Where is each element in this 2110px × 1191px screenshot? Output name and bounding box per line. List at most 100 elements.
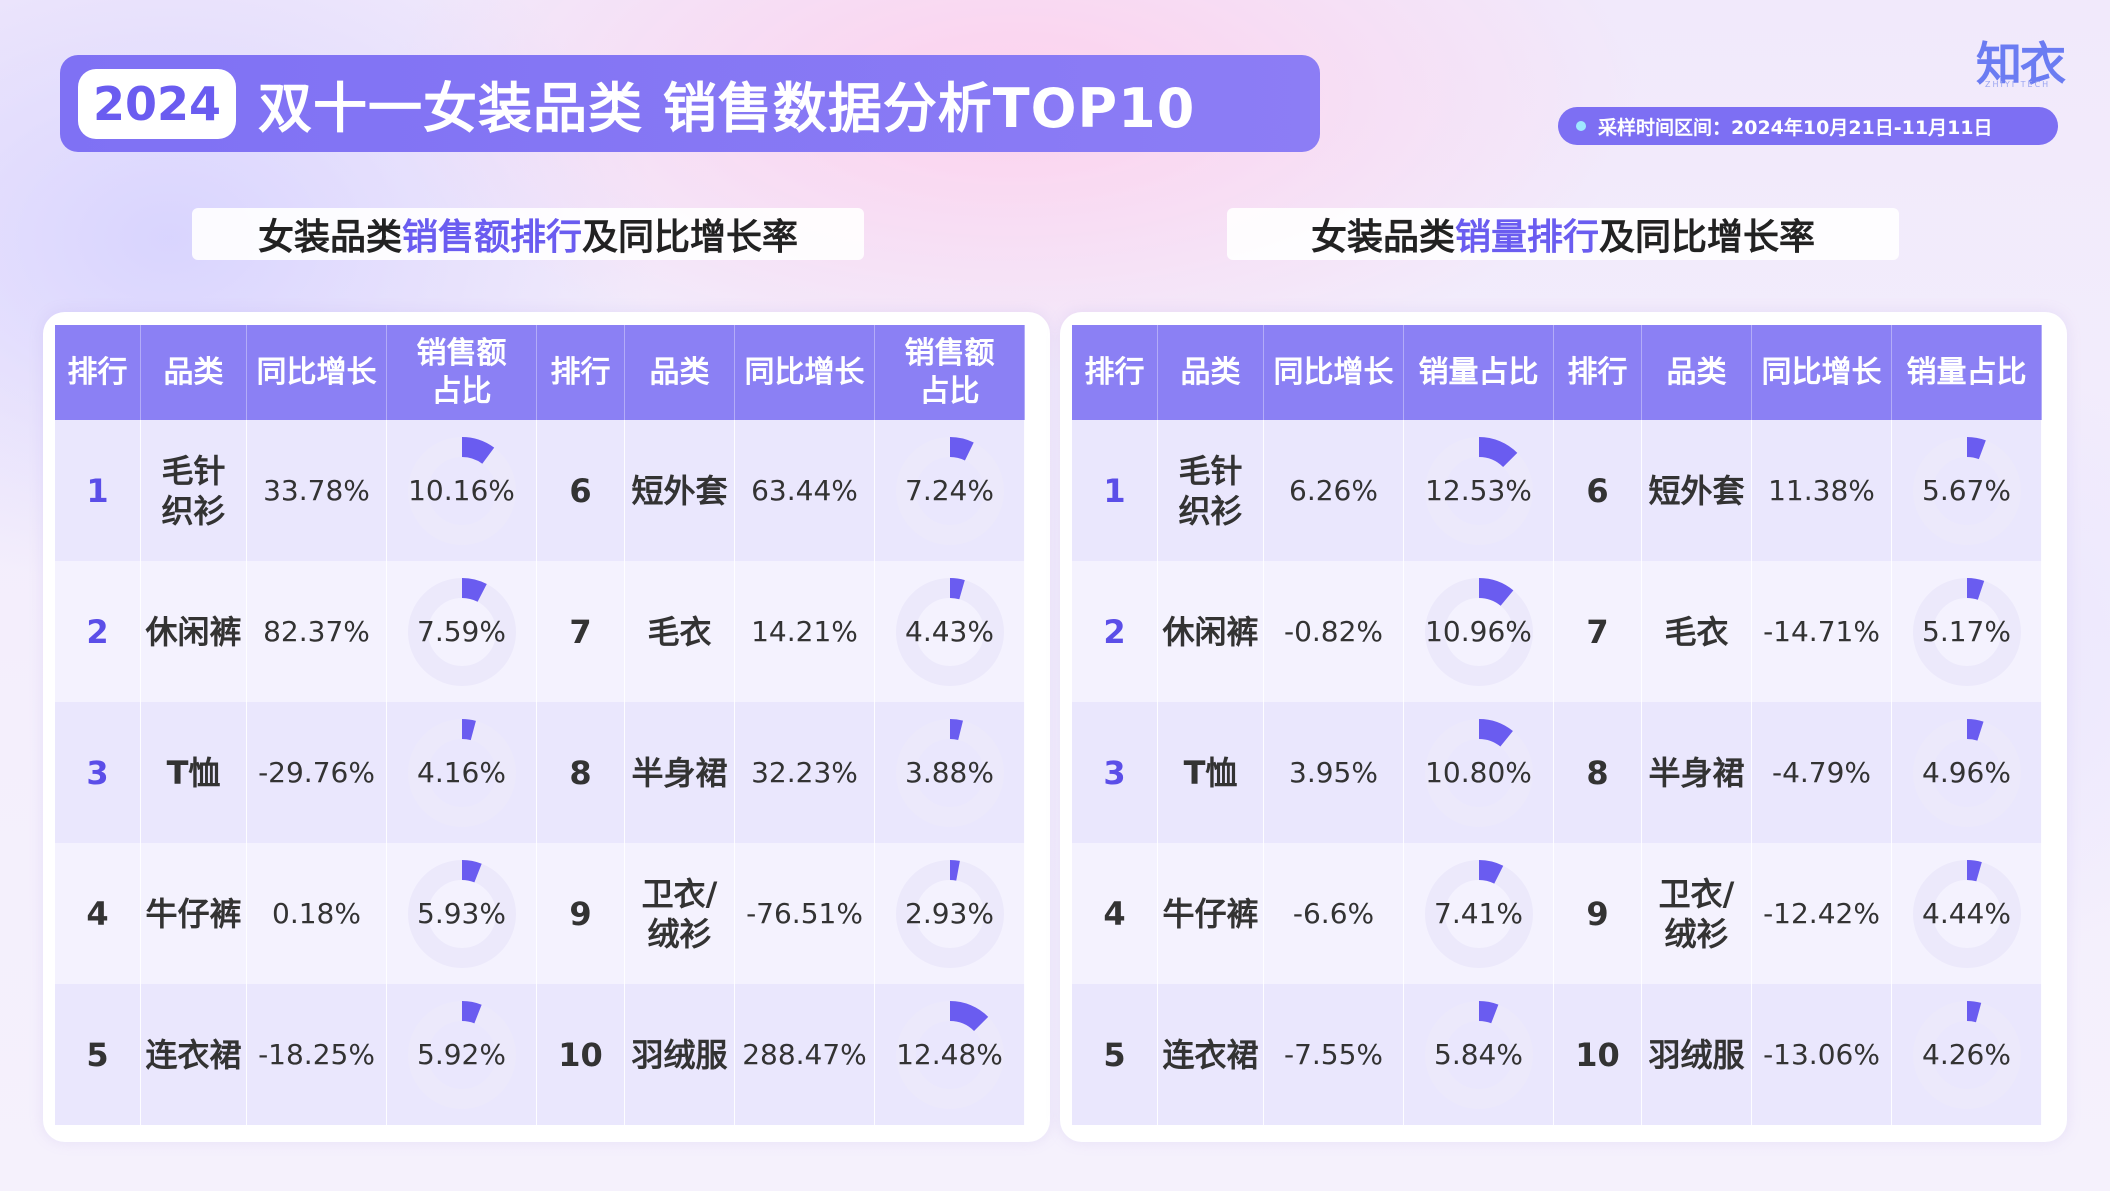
category-name: 短外套: [631, 471, 728, 510]
share-donut-segment: [1424, 1000, 1533, 1109]
column-header: 销售额 占比: [387, 325, 537, 420]
right-section-title: 女装品类 销量排行 及同比增长率: [1227, 208, 1899, 260]
share-donut-segment: [407, 577, 516, 686]
sample-period-badge: 采样时间区间：2024年10月21日-11月11日: [1558, 107, 2058, 145]
category-cell: 短外套: [625, 420, 735, 561]
rank-cell: 10: [537, 984, 625, 1125]
growth-cell: -76.51%: [735, 843, 875, 984]
column-header: 品类: [141, 325, 247, 420]
share-value: 12.48%: [896, 1038, 1003, 1071]
category-cell: 休闲裤: [1158, 561, 1264, 702]
share-cell: 4.44%: [1892, 843, 2042, 984]
share-value: 5.17%: [1922, 615, 2011, 648]
share-value: 4.96%: [1922, 756, 2011, 789]
share-cell: 5.67%: [1892, 420, 2042, 561]
category-cell: 短外套: [1642, 420, 1752, 561]
rank-cell: 6: [1554, 420, 1642, 561]
share-cell: 7.41%: [1404, 843, 1554, 984]
growth-cell: -14.71%: [1752, 561, 1892, 702]
rank-number: 10: [1575, 1035, 1620, 1074]
share-cell: 7.59%: [387, 561, 537, 702]
growth-cell: 63.44%: [735, 420, 875, 561]
rank-number: 5: [86, 1035, 109, 1074]
share-donut-segment: [895, 859, 1004, 968]
share-value: 5.92%: [417, 1038, 506, 1071]
growth-cell: 32.23%: [735, 702, 875, 843]
share-value: 4.16%: [417, 756, 506, 789]
yoy-growth-value: -29.76%: [258, 756, 375, 789]
share-donut-segment: [1912, 718, 2021, 827]
category-name: 短外套: [1648, 471, 1745, 510]
share-donut: [407, 718, 516, 827]
yoy-growth-value: 63.44%: [751, 474, 858, 507]
yoy-growth-value: -76.51%: [746, 897, 863, 930]
share-cell: 5.17%: [1892, 561, 2042, 702]
category-cell: 半身裙: [1642, 702, 1752, 843]
rank-cell: 1: [55, 420, 141, 561]
category-name: 卫衣/ 绒衫: [1658, 874, 1735, 953]
category-name: 毛衣: [1664, 612, 1729, 651]
share-donut-segment: [1424, 859, 1533, 968]
rank-number: 6: [569, 471, 592, 510]
brand-logo: 知衣: [1976, 37, 2066, 91]
column-header: 品类: [1158, 325, 1264, 420]
category-name: 半身裙: [1648, 753, 1745, 792]
yoy-growth-value: -7.55%: [1283, 1038, 1384, 1071]
share-donut: [1424, 718, 1533, 827]
rank-cell: 7: [537, 561, 625, 702]
rank-cell: 6: [537, 420, 625, 561]
share-donut-segment: [1424, 718, 1533, 827]
year-badge: 2024: [78, 68, 236, 139]
share-donut-segment: [1912, 577, 2021, 686]
yoy-growth-value: 0.18%: [272, 897, 361, 930]
rank-number: 7: [1586, 612, 1609, 651]
rank-number: 2: [86, 612, 109, 651]
right-title-pre: 女装品类: [1310, 217, 1455, 258]
share-value: 7.59%: [417, 615, 506, 648]
sample-period-label: 采样时间区间：2024年10月21日-11月11日: [1598, 116, 1993, 139]
growth-cell: -4.79%: [1752, 702, 1892, 843]
column-header: 排行: [1554, 325, 1642, 420]
category-name: T恤: [1183, 753, 1238, 792]
category-cell: 牛仔裤: [1158, 843, 1264, 984]
column-header: 销量占比: [1404, 325, 1554, 420]
category-cell: 毛衣: [625, 561, 735, 702]
share-cell: 2.93%: [875, 843, 1025, 984]
share-donut: [895, 718, 1004, 827]
rank-number: 5: [1103, 1035, 1126, 1074]
share-value: 12.53%: [1425, 474, 1532, 507]
rank-cell: 4: [55, 843, 141, 984]
category-cell: 半身裙: [625, 702, 735, 843]
share-value: 4.26%: [1922, 1038, 2011, 1071]
rank-cell: 5: [1072, 984, 1158, 1125]
share-donut: [407, 859, 516, 968]
rank-number: 3: [1103, 753, 1126, 792]
share-value: 7.24%: [905, 474, 994, 507]
yoy-growth-value: 11.38%: [1768, 474, 1875, 507]
rank-cell: 3: [55, 702, 141, 843]
column-header: 品类: [625, 325, 735, 420]
column-header: 同比增长: [1752, 325, 1892, 420]
share-donut-segment: [895, 436, 1004, 545]
brand-logo-subtitle: ZHIYI TECH: [1985, 80, 2051, 89]
share-donut: [407, 1000, 516, 1109]
growth-cell: 82.37%: [247, 561, 387, 702]
yoy-growth-value: 82.37%: [263, 615, 370, 648]
left-title-pre: 女装品类: [257, 217, 402, 258]
share-cell: 10.96%: [1404, 561, 1554, 702]
growth-cell: -13.06%: [1752, 984, 1892, 1125]
yoy-growth-value: -18.25%: [258, 1038, 375, 1071]
rank-cell: 5: [55, 984, 141, 1125]
share-donut-segment: [407, 859, 516, 968]
share-donut: [895, 577, 1004, 686]
rank-cell: 2: [1072, 561, 1158, 702]
share-donut: [895, 1000, 1004, 1109]
column-header: 排行: [1072, 325, 1158, 420]
rank-cell: 3: [1072, 702, 1158, 843]
rank-cell: 4: [1072, 843, 1158, 984]
share-donut: [1912, 577, 2021, 686]
yoy-growth-value: -6.6%: [1292, 897, 1375, 930]
share-donut: [1424, 859, 1533, 968]
column-header: 销量占比: [1892, 325, 2042, 420]
share-donut: [1912, 1000, 2021, 1109]
